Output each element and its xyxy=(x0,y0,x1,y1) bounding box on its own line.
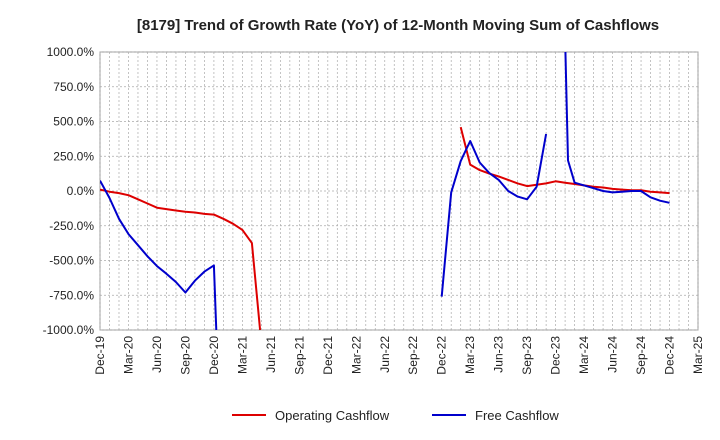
x-tick-label: Mar-21 xyxy=(235,336,249,374)
y-tick-label: 750.0% xyxy=(53,80,94,94)
x-tick-label: Sep-21 xyxy=(292,336,306,375)
y-tick-label: 250.0% xyxy=(53,149,94,163)
x-tick-label: Mar-23 xyxy=(463,336,477,374)
x-tick-label: Sep-20 xyxy=(178,336,192,375)
x-tick-label: Dec-24 xyxy=(663,336,677,375)
series-lines xyxy=(100,52,670,330)
x-tick-label: Sep-22 xyxy=(406,336,420,375)
x-tick-label: Dec-21 xyxy=(321,336,335,375)
chart-title: [8179] Trend of Growth Rate (YoY) of 12-… xyxy=(137,17,659,34)
x-tick-label: Dec-22 xyxy=(435,336,449,375)
x-tick-label: Sep-23 xyxy=(520,336,534,375)
series-line-free-cashflow xyxy=(564,52,670,204)
x-tick-label: Dec-19 xyxy=(93,336,107,375)
x-tick-label: Dec-20 xyxy=(207,336,221,375)
y-tick-label: -500.0% xyxy=(49,254,94,268)
x-tick-label: Sep-24 xyxy=(634,336,648,375)
x-tick-label: Jun-21 xyxy=(264,336,278,373)
x-tick-label: Mar-22 xyxy=(349,336,363,374)
legend-label-operating-cashflow: Operating Cashflow xyxy=(275,408,390,423)
y-tick-label: -250.0% xyxy=(49,219,94,233)
y-tick-label: -1000.0% xyxy=(43,323,95,337)
x-tick-label: Jun-22 xyxy=(378,336,392,373)
y-axis-tick-labels: 1000.0% 750.0% 500.0% 250.0% 0.0% -250.0% -500… xyxy=(43,45,95,337)
x-tick-label: Jun-24 xyxy=(606,336,620,373)
legend: Operating Cashflow Free Cashflow xyxy=(232,408,559,423)
series-line-free-cashflow xyxy=(440,133,548,297)
y-tick-label: 0.0% xyxy=(67,184,95,198)
x-axis-tick-labels: Dec-19 Mar-20 Jun-20 Sep-20 Dec-20 Mar-21 Jun-… xyxy=(93,336,705,375)
x-tick-label: Mar-20 xyxy=(121,336,135,374)
x-tick-label: Jun-20 xyxy=(150,336,164,373)
series-line-operating-cashflow xyxy=(100,188,262,330)
legend-label-free-cashflow: Free Cashflow xyxy=(475,408,559,423)
y-tick-label: 500.0% xyxy=(53,115,94,129)
y-tick-label: -750.0% xyxy=(49,288,94,302)
x-tick-label: Mar-25 xyxy=(691,336,705,374)
y-tick-label: 1000.0% xyxy=(47,45,95,59)
plot-area xyxy=(99,51,699,331)
x-tick-label: Jun-23 xyxy=(492,336,506,373)
x-tick-label: Mar-24 xyxy=(577,336,591,374)
x-tick-label: Dec-23 xyxy=(549,336,563,375)
series-line-free-cashflow xyxy=(100,180,218,330)
